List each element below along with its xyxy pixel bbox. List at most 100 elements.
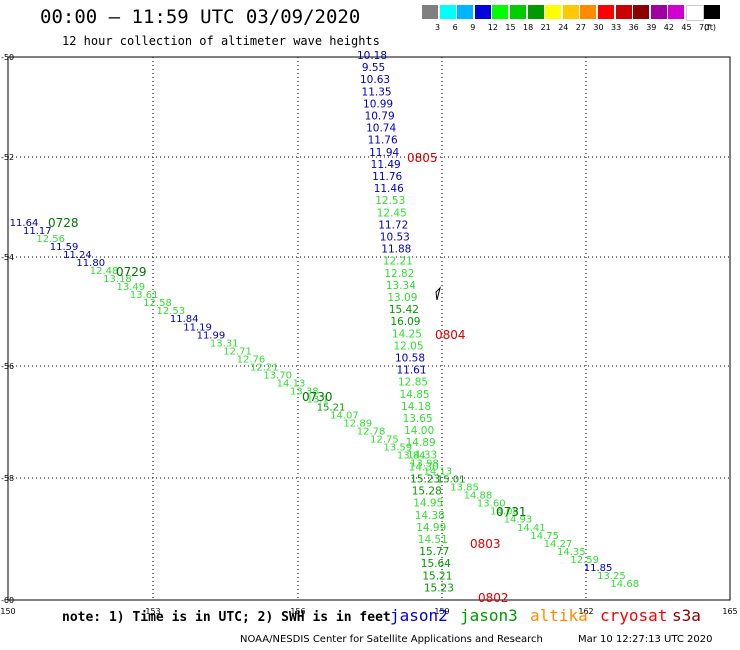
map-axes: 150 153 156 159 162 165 -50 -52 -54 -56 -58 -60 [0, 53, 737, 616]
lat-tick-label: -54 [1, 253, 14, 262]
legend-label: 45 [681, 23, 692, 32]
track-value: 14.27 [544, 539, 573, 550]
track-value: 12.59 [570, 555, 599, 566]
legend-swatch [474, 5, 491, 19]
track-value: 14.13 [424, 467, 453, 478]
track-value: 12.53 [157, 306, 186, 317]
track-value: 11.84 [170, 314, 199, 325]
map-frame [7, 56, 731, 601]
legend-label: 36 [628, 23, 639, 32]
track-value: 15.01 [437, 475, 466, 486]
track-value: 12.89 [343, 419, 372, 430]
lat-tick-label: -50 [1, 53, 14, 62]
time-label: 0802 [478, 591, 509, 605]
track-value: 14.93 [504, 515, 533, 526]
legend-label: 33 [611, 23, 622, 32]
track-value: 11.19 [183, 322, 212, 333]
track-value: 14.30 [409, 461, 439, 473]
track-value: 14.18 [401, 401, 431, 413]
lon-tick-label: 159 [434, 607, 449, 616]
track-value: 11.94 [369, 147, 399, 159]
track-value: 15.23 [424, 582, 454, 594]
track-value: 12.05 [393, 340, 423, 352]
legend-swatch [598, 5, 614, 19]
track-value: 13.34 [386, 280, 416, 292]
lon-tick-label: 162 [578, 607, 593, 616]
time-label: 0804 [435, 328, 466, 342]
track-value: 11.49 [371, 159, 401, 171]
track-value: 11.24 [63, 250, 92, 261]
track-value: 14.89 [406, 437, 436, 449]
track-value: 13.25 [597, 571, 626, 582]
track-value: 16.09 [390, 316, 420, 328]
track-value: 15.21 [422, 570, 452, 582]
vertical-track: 10.189.5510.6311.3510.9910.7910.7411.761… [357, 50, 454, 594]
track-value: 12.58 [143, 298, 172, 309]
legend-swatch [562, 5, 579, 19]
legend-swatch [457, 5, 474, 19]
legend-unit: (ft) [704, 23, 717, 32]
footer-timestamp: Mar 10 12:27:13 UTC 2020 [578, 634, 713, 645]
track-value: 14.68 [610, 579, 639, 590]
track-value: 13.84 [397, 451, 426, 462]
map-grid [7, 56, 731, 601]
track-value: 14.99 [416, 522, 446, 534]
track-value: 14.41 [517, 523, 546, 534]
track-value: 13.61 [130, 290, 159, 301]
track-value: 11.72 [378, 219, 408, 231]
map-subtitle: 12 hour collection of altimeter wave hei… [62, 34, 380, 48]
legend-swatch [422, 5, 438, 19]
time-label: 0730 [302, 390, 333, 404]
track-value: 13.1 [307, 394, 329, 405]
track-value: 10.74 [366, 123, 396, 135]
track-value: 13.85 [450, 483, 479, 494]
track-value: 14.13 [277, 378, 306, 389]
lon-tick-label: 153 [145, 607, 160, 616]
track-value: 12.85 [398, 377, 428, 389]
legend-swatch [510, 5, 526, 19]
island-outline-icon [435, 286, 441, 301]
satellite-altika: altika [530, 606, 588, 625]
legend-label: 12 [487, 23, 498, 32]
lat-tick-label: -60 [1, 596, 14, 605]
track-value: 11.64 [10, 218, 39, 229]
legend-label: 27 [575, 23, 586, 32]
legend-swatch [668, 5, 685, 19]
track-value: 10.53 [380, 232, 410, 244]
track-value: 13.60 [477, 499, 506, 510]
legend-swatch [527, 5, 544, 19]
lon-tick-label: 156 [290, 607, 305, 616]
track-value: 15.23 [410, 474, 440, 486]
legend-label: 42 [663, 23, 674, 32]
track-value: 12.56 [36, 234, 65, 245]
track-value: 14.35 [557, 547, 586, 558]
legend-swatch [615, 5, 632, 19]
track-value: 12.76 [237, 354, 266, 365]
satellite-jason3: jason3 [460, 606, 518, 625]
track-value: 12.48 [90, 266, 119, 277]
track-value: 13.09 [387, 292, 417, 304]
time-label: 0803 [470, 537, 501, 551]
satellite-jason2: jason2 [390, 606, 448, 625]
track-value: 12.53 [375, 195, 405, 207]
track-value: 14.00 [404, 425, 434, 437]
track-value: 14.88 [464, 491, 493, 502]
track-value: 15.42 [389, 304, 419, 316]
track-value: 13.38 [290, 386, 319, 397]
legend-swatch [703, 5, 720, 19]
track-value: 10.99 [363, 98, 393, 110]
track-value: 10.18 [357, 50, 387, 62]
satellite-s3a: s3a [672, 606, 701, 625]
track-value: 13.59 [383, 443, 412, 454]
track-value: 14.07 [330, 410, 359, 421]
satellite-cryosat: cryosat [600, 606, 668, 625]
lat-tick-label: -56 [1, 362, 14, 371]
time-labels: 0728 0729 0730 0731 0805 0804 0803 0802 [48, 151, 527, 605]
track-value: 11.85 [584, 563, 613, 574]
track-value: 15.77 [419, 546, 449, 558]
track-value: 14.95 [413, 498, 443, 510]
track-value: 12.45 [377, 207, 407, 219]
track-value: 14.38 [415, 510, 445, 522]
legend-label: 39 [646, 23, 657, 32]
